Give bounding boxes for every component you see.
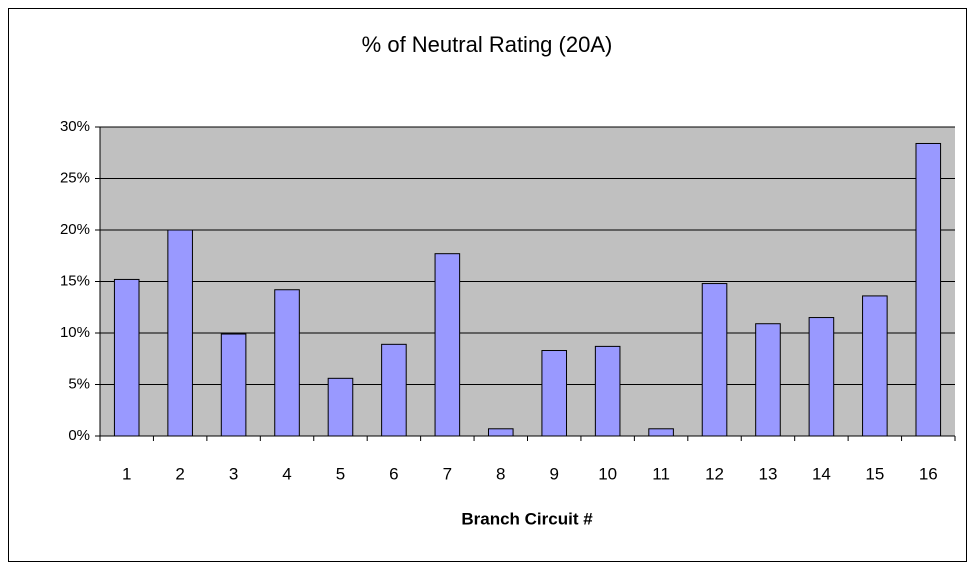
x-tick-label: 5 bbox=[336, 464, 345, 483]
y-tick-label: 30% bbox=[60, 118, 90, 135]
x-tick-label: 1 bbox=[122, 464, 131, 483]
x-tick-label: 15 bbox=[865, 464, 884, 483]
chart-title: % of Neutral Rating (20A) bbox=[362, 32, 613, 57]
x-tick-label: 16 bbox=[919, 464, 938, 483]
x-tick-label: 3 bbox=[229, 464, 238, 483]
x-tick-label: 9 bbox=[549, 464, 558, 483]
bar bbox=[862, 295, 888, 437]
x-tick-label: 4 bbox=[282, 464, 291, 483]
x-tick-label: 10 bbox=[598, 464, 617, 483]
y-tick-label: 25% bbox=[60, 169, 90, 186]
bar bbox=[755, 323, 781, 437]
bar bbox=[220, 333, 247, 437]
x-axis-label: Branch Circuit # bbox=[461, 509, 593, 528]
x-tick-label: 2 bbox=[175, 464, 184, 483]
y-tick-label: 10% bbox=[60, 324, 90, 341]
x-tick-label: 13 bbox=[759, 464, 778, 483]
bar bbox=[541, 350, 568, 437]
bar bbox=[915, 142, 942, 437]
y-tick-label: 20% bbox=[60, 221, 90, 238]
x-tick-label: 7 bbox=[443, 464, 452, 483]
x-tick-label: 14 bbox=[812, 464, 831, 483]
bar bbox=[274, 289, 300, 437]
y-tick-label: 5% bbox=[68, 375, 90, 392]
bar bbox=[113, 278, 140, 437]
bar bbox=[381, 343, 407, 437]
x-tick-label: 8 bbox=[496, 464, 505, 483]
bar bbox=[648, 428, 674, 437]
bar bbox=[808, 317, 835, 437]
y-tick-label: 0% bbox=[68, 427, 90, 444]
bar bbox=[327, 377, 354, 437]
bar bbox=[487, 428, 514, 437]
y-tick-label: 15% bbox=[60, 272, 90, 289]
bar bbox=[434, 253, 461, 437]
bar bbox=[167, 229, 193, 437]
x-tick-label: 6 bbox=[389, 464, 398, 483]
x-tick-label: 11 bbox=[652, 464, 670, 483]
x-tick-label: 12 bbox=[705, 464, 724, 483]
bar bbox=[701, 283, 728, 437]
bar bbox=[594, 345, 621, 437]
